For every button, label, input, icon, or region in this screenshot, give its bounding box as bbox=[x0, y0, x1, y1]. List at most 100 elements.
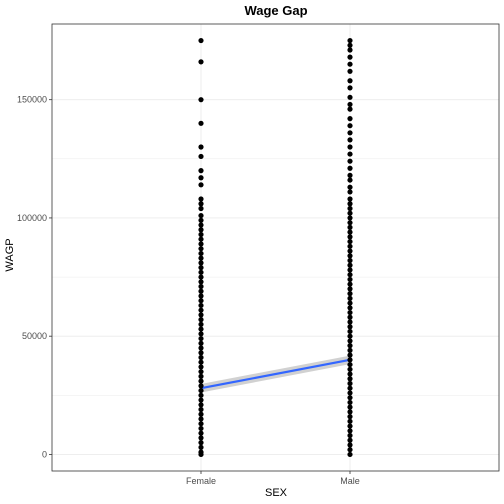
data-point bbox=[347, 234, 353, 240]
data-point bbox=[198, 168, 204, 174]
data-point bbox=[347, 238, 353, 245]
data-point bbox=[347, 101, 353, 108]
data-point bbox=[198, 153, 204, 160]
data-point bbox=[198, 406, 204, 413]
data-point bbox=[198, 37, 204, 44]
data-point bbox=[198, 411, 204, 417]
data-point bbox=[347, 151, 353, 157]
data-points bbox=[198, 37, 353, 458]
data-point bbox=[198, 260, 204, 266]
y-axis-title: WAGP bbox=[4, 238, 16, 271]
data-point bbox=[347, 451, 353, 458]
y-tick-label: 100000 bbox=[17, 213, 47, 223]
data-point bbox=[347, 286, 353, 292]
data-point bbox=[347, 196, 353, 202]
data-point bbox=[347, 253, 353, 259]
data-point bbox=[347, 137, 353, 143]
x-tick-label: Male bbox=[340, 476, 360, 486]
data-point bbox=[347, 257, 353, 264]
y-axis-ticks: 0 50000 100000 150000 bbox=[17, 95, 52, 459]
data-point bbox=[347, 229, 353, 235]
data-point bbox=[347, 144, 353, 150]
data-point bbox=[347, 328, 353, 335]
data-point bbox=[347, 262, 353, 268]
data-point bbox=[198, 364, 204, 370]
data-point bbox=[198, 430, 204, 436]
data-point bbox=[347, 291, 353, 297]
data-point bbox=[347, 399, 353, 406]
data-point bbox=[347, 276, 353, 283]
data-point bbox=[198, 255, 204, 261]
data-point bbox=[198, 359, 204, 365]
data-point bbox=[198, 274, 204, 280]
data-point bbox=[347, 215, 353, 221]
data-point bbox=[347, 414, 353, 420]
data-point bbox=[347, 205, 353, 212]
data-point bbox=[198, 345, 204, 351]
data-point bbox=[198, 354, 204, 361]
data-point bbox=[198, 421, 204, 427]
data-point bbox=[347, 37, 353, 44]
y-tick-label: 50000 bbox=[22, 331, 47, 341]
data-point bbox=[347, 295, 353, 301]
data-point bbox=[198, 392, 204, 398]
data-point bbox=[198, 402, 204, 408]
data-point bbox=[198, 120, 204, 126]
data-point bbox=[198, 175, 204, 181]
data-point bbox=[198, 451, 204, 458]
panel-border bbox=[51, 23, 500, 472]
data-point bbox=[347, 319, 353, 325]
data-point bbox=[347, 54, 353, 60]
x-axis-ticks: Female Male bbox=[186, 471, 360, 486]
data-point bbox=[198, 182, 204, 188]
data-point bbox=[347, 272, 353, 278]
data-point bbox=[198, 201, 204, 207]
data-point bbox=[347, 158, 353, 164]
data-point bbox=[198, 246, 204, 252]
data-point bbox=[347, 42, 353, 48]
data-point bbox=[347, 309, 353, 316]
data-point bbox=[198, 435, 204, 441]
y-tick-label: 0 bbox=[42, 449, 47, 459]
data-point bbox=[198, 387, 204, 394]
data-point bbox=[347, 281, 353, 287]
data-point bbox=[198, 416, 204, 422]
data-point bbox=[347, 172, 353, 178]
data-point bbox=[347, 85, 353, 91]
data-point bbox=[347, 243, 353, 249]
data-point bbox=[198, 288, 204, 294]
data-point bbox=[198, 227, 204, 233]
trend-line bbox=[200, 358, 351, 390]
data-point bbox=[198, 302, 204, 309]
data-point bbox=[347, 267, 353, 273]
x-axis-title: SEX bbox=[265, 487, 288, 499]
data-point bbox=[198, 241, 204, 247]
data-point bbox=[347, 201, 353, 207]
data-point bbox=[198, 444, 204, 450]
data-point bbox=[347, 165, 353, 171]
data-point bbox=[347, 130, 353, 136]
data-point bbox=[198, 283, 204, 290]
data-point bbox=[347, 123, 353, 129]
data-point bbox=[347, 338, 353, 344]
data-point bbox=[347, 409, 353, 415]
data-point bbox=[198, 331, 204, 337]
data-point bbox=[347, 428, 353, 434]
data-point bbox=[198, 397, 204, 403]
data-point bbox=[347, 390, 353, 396]
data-point bbox=[347, 61, 353, 67]
data-point bbox=[198, 425, 204, 432]
data-point bbox=[198, 59, 204, 65]
data-point bbox=[198, 97, 204, 103]
data-point bbox=[347, 184, 353, 190]
data-point bbox=[347, 300, 353, 306]
data-point bbox=[198, 440, 204, 446]
data-point bbox=[347, 352, 353, 358]
data-point bbox=[347, 305, 353, 311]
data-point bbox=[347, 385, 353, 391]
data-point bbox=[347, 418, 353, 424]
data-point bbox=[347, 224, 353, 230]
data-point bbox=[347, 447, 353, 453]
x-tick-label: Female bbox=[186, 476, 216, 486]
